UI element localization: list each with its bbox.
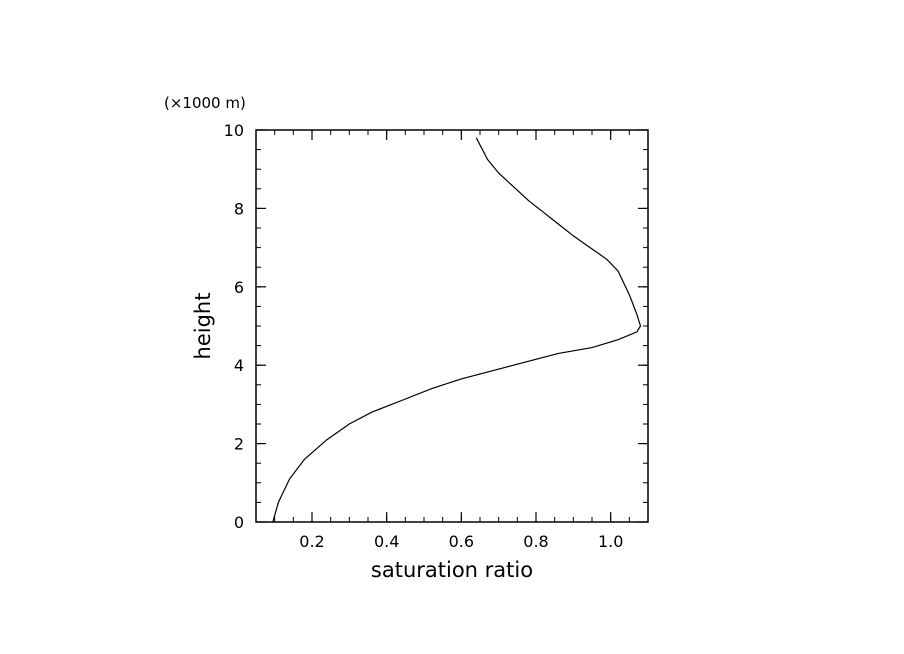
y-tick-label: 8 [234,199,244,218]
saturation-ratio-profile-line [272,137,642,523]
plot-frame [255,129,649,523]
x-tick-label: 0.8 [523,532,548,551]
major-ticks [256,129,648,523]
y-tick-labels: 0 2 4 6 8 10 [224,121,244,532]
y-tick-label: 10 [224,121,244,140]
y-unit-label: (×1000 m) [164,94,246,112]
x-tick-label: 0.4 [374,532,399,551]
y-tick-label: 2 [234,435,244,454]
x-tick-label: 0.2 [299,532,324,551]
x-tick-label: 1.0 [598,532,623,551]
y-tick-label: 6 [234,278,244,297]
x-tick-labels: 0.2 0.4 0.6 0.8 1.0 [299,532,623,551]
minor-ticks [256,130,648,522]
x-tick-label: 0.6 [449,532,474,551]
y-tick-label: 0 [234,513,244,532]
x-axis-title: saturation ratio [371,558,533,582]
y-tick-label: 4 [234,356,244,375]
y-axis-title: height [191,293,215,360]
